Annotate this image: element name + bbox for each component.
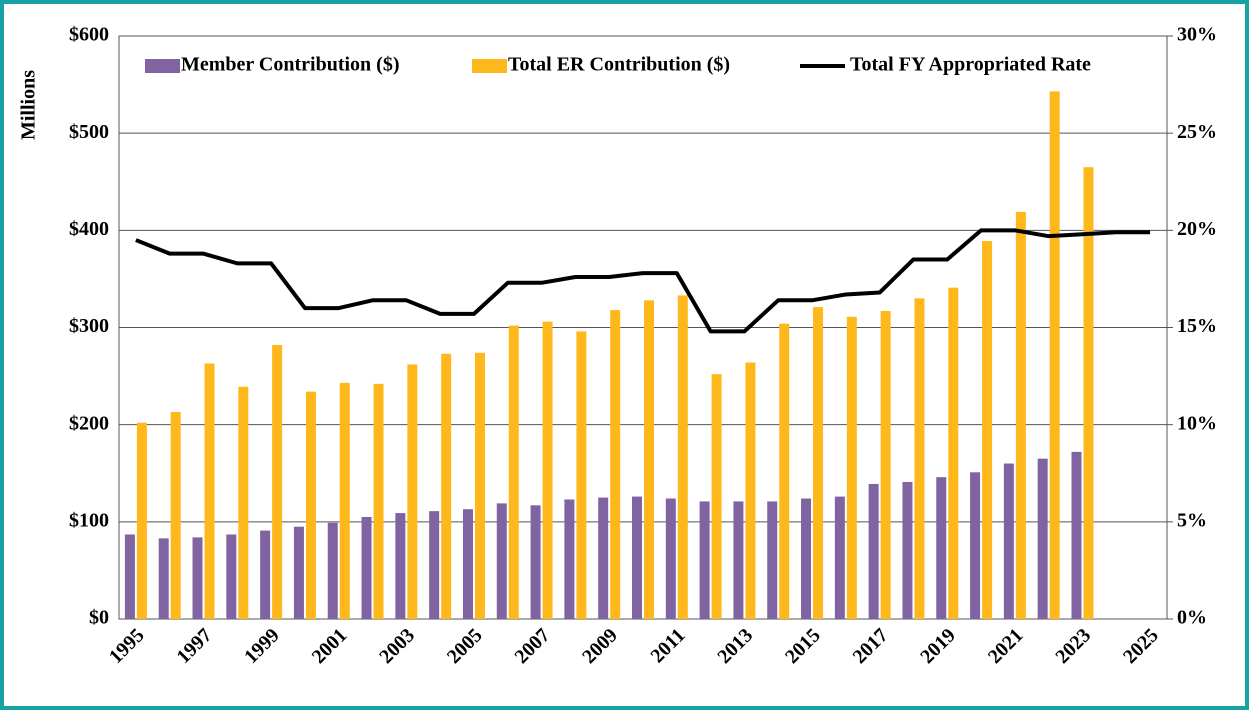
y2-tick-label: 25% bbox=[1177, 121, 1217, 143]
bar bbox=[272, 344, 283, 619]
bar bbox=[429, 511, 440, 619]
bar bbox=[767, 501, 778, 619]
bar bbox=[192, 537, 203, 619]
y-tick-label: $500 bbox=[69, 121, 109, 143]
bar bbox=[902, 481, 913, 619]
bar bbox=[745, 362, 756, 619]
bar bbox=[982, 241, 993, 619]
bar bbox=[564, 499, 575, 619]
bar bbox=[226, 534, 237, 619]
bar bbox=[260, 530, 271, 619]
bar bbox=[238, 386, 249, 619]
y-tick-label: $400 bbox=[69, 218, 109, 240]
bar bbox=[508, 325, 519, 619]
bar bbox=[361, 516, 372, 619]
bar bbox=[530, 505, 541, 619]
bar bbox=[136, 422, 147, 619]
bar bbox=[1083, 167, 1094, 620]
bar bbox=[293, 526, 304, 619]
bar bbox=[711, 374, 722, 619]
bar bbox=[699, 501, 710, 619]
bar bbox=[204, 363, 215, 619]
bar bbox=[677, 295, 688, 619]
bar bbox=[462, 509, 473, 619]
bar bbox=[665, 498, 676, 619]
y-tick-label: $0 bbox=[89, 607, 109, 629]
bar bbox=[1003, 463, 1014, 619]
plot-border bbox=[118, 35, 1168, 620]
legend-label: Total FY Appropriated Rate bbox=[850, 54, 1091, 76]
bar bbox=[124, 534, 135, 619]
bar bbox=[970, 472, 981, 619]
bar bbox=[813, 307, 824, 619]
bar bbox=[733, 501, 744, 619]
y-tick-label: $200 bbox=[69, 412, 109, 434]
bar bbox=[1037, 458, 1048, 619]
y-tick-label: $600 bbox=[69, 24, 109, 46]
y-tick-label: $300 bbox=[69, 315, 109, 337]
legend-swatch bbox=[145, 59, 180, 73]
line bbox=[135, 228, 1151, 334]
bar bbox=[395, 513, 406, 619]
bar bbox=[158, 538, 169, 619]
bar bbox=[779, 323, 790, 619]
bar bbox=[170, 412, 181, 619]
bar bbox=[373, 383, 384, 619]
bar bbox=[327, 522, 338, 619]
bar bbox=[644, 300, 654, 619]
y2-tick-label: 15% bbox=[1177, 315, 1217, 337]
bar bbox=[305, 391, 316, 619]
bar bbox=[846, 316, 857, 619]
y2-tick-label: 10% bbox=[1177, 412, 1217, 434]
bar bbox=[914, 298, 925, 619]
y-axis-label: Millions bbox=[18, 70, 40, 140]
bar bbox=[610, 310, 621, 619]
legend-label: Total ER Contribution ($) bbox=[508, 54, 730, 76]
y2-tick-label: 0% bbox=[1177, 607, 1207, 629]
bar bbox=[880, 310, 891, 619]
bar bbox=[496, 503, 507, 619]
bar bbox=[948, 287, 959, 619]
bar bbox=[441, 353, 452, 619]
y-tick-label: $100 bbox=[69, 509, 109, 531]
y2-tick-label: 30% bbox=[1177, 24, 1217, 46]
bar bbox=[936, 477, 947, 619]
bar bbox=[598, 497, 609, 619]
bar bbox=[542, 321, 553, 619]
bar bbox=[1049, 91, 1060, 619]
bar bbox=[576, 331, 587, 619]
bar bbox=[632, 496, 642, 619]
bar bbox=[1071, 451, 1082, 619]
y2-tick-label: 5% bbox=[1177, 509, 1207, 531]
bar bbox=[1015, 211, 1026, 619]
bar bbox=[407, 364, 418, 619]
bar bbox=[801, 498, 812, 619]
legend-label: Member Contribution ($) bbox=[181, 54, 400, 76]
bar bbox=[339, 382, 350, 619]
y2-tick-label: 20% bbox=[1177, 218, 1217, 240]
bar bbox=[868, 483, 879, 619]
legend-swatch bbox=[472, 59, 507, 73]
bar bbox=[834, 496, 845, 619]
bar bbox=[474, 352, 485, 619]
